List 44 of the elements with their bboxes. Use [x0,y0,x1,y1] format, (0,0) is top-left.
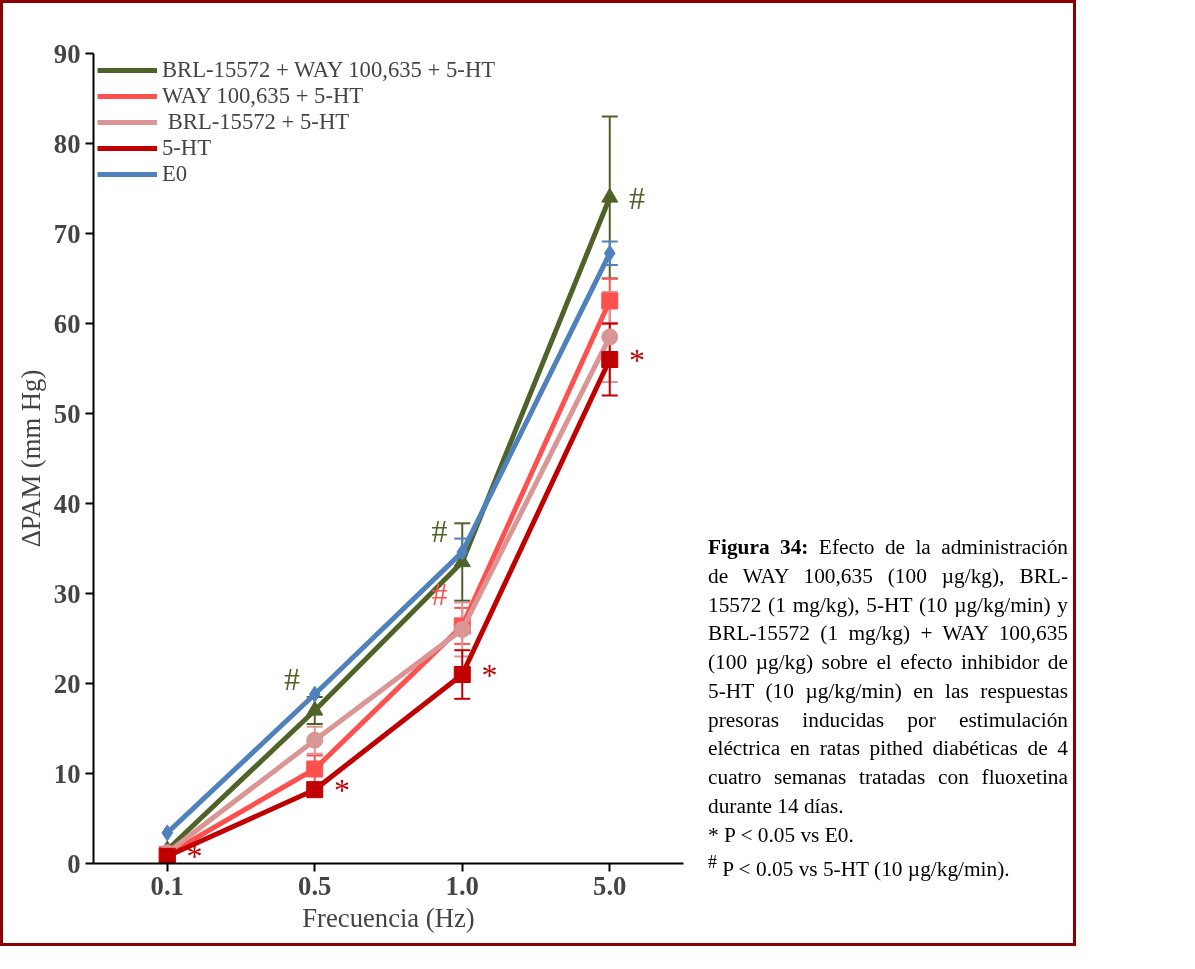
y-axis-title: ΔPAM (mm Hg) [15,369,46,548]
y-tick-label: 0 [67,848,81,879]
text: $^{#}$ P < 0.05 vs 5-HT (10 µg/kg/min). [708,850,1011,883]
y-tick-label: 70 [53,218,81,249]
point [456,543,469,561]
y-tick-label: 30 [53,578,81,609]
point [453,621,471,638]
y-tick-label: 60 [53,308,81,339]
x-tick-label: 0.1 [150,870,184,901]
y-tick-label: 20 [53,668,81,699]
x-axis-title: Frecuencia (Hz) [302,902,475,933]
y-tick-label: 10 [53,758,81,789]
annotation: # [431,512,448,549]
text: * P < 0.05 vs E0. [708,821,855,849]
legend-label: E0 [162,161,188,187]
point [601,292,619,310]
annotation: # [284,661,300,697]
legend-label: BRL-15572 + 5-HT [166,109,350,135]
annotation: * [186,838,203,875]
point [306,781,324,799]
point [453,666,471,683]
legend-label: 5-HT [162,135,212,161]
legend-label: WAY 100,635 + 5-HT [162,83,364,109]
point [308,685,321,703]
annotation: # [628,179,645,216]
point [306,731,324,749]
x-tick-label: 5.0 [593,870,627,901]
legend-label: BRL-15572 + WAY 100,635 + 5-HT [162,57,496,83]
annotation: * [481,656,498,693]
x-tick-label: 1.0 [445,870,479,901]
x-tick-label: 0.5 [298,870,332,901]
point [603,244,616,262]
y-tick-label: 40 [53,488,81,519]
point [161,824,174,842]
point [601,351,619,368]
point [306,760,324,778]
y-tick-label: 90 [53,38,81,69]
y-tick-label: 80 [53,128,81,159]
annotation: * [628,341,645,378]
point [601,328,619,346]
annotation: * [333,771,350,808]
y-tick-label: 50 [53,398,81,429]
annotation: # [431,576,448,613]
text: Figura 34: Efecto de la administración de WAY 100,635 (100 µg/kg), BRL-15572 (1 mg/kg), 5-HT (10 µg/kg/min) y BRL-15572 (1 mg/kg) + WAY 100,635 (100 µg/kg) sobre el efecto inhibidor de 5-HT (10 µg/kg/min) en las respuestas presoras inducidas por estimulación eléctrica en ratas pithed diabéticas de 4 cuatro semanas tratadas con fluoxetina durante 14 días. [708,535,1068,819]
